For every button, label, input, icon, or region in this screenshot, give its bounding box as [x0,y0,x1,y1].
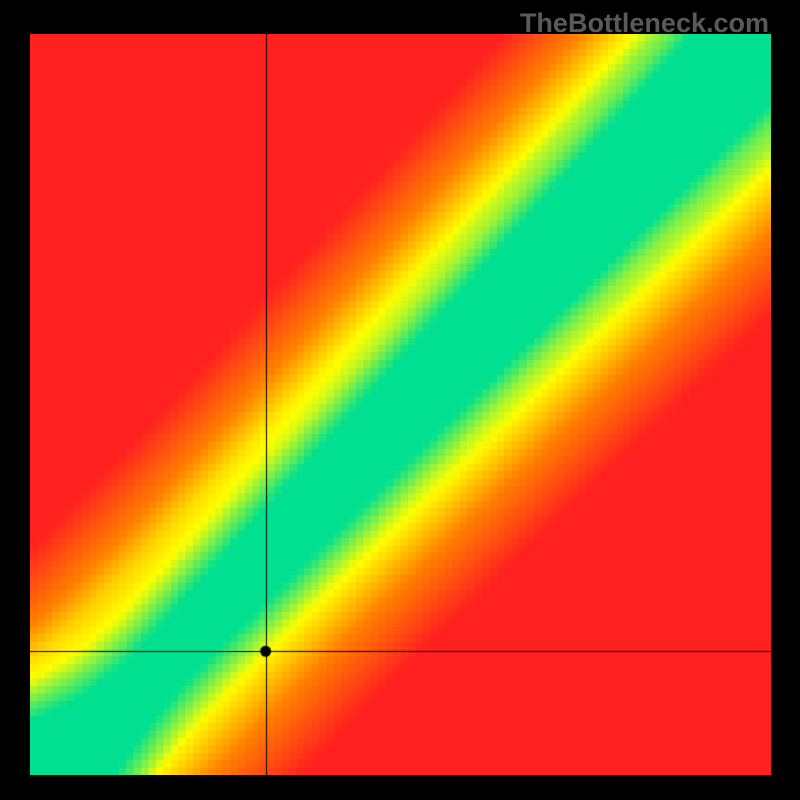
crosshair-overlay [30,34,771,775]
chart-container: { "watermark": { "text": "TheBottleneck.… [0,0,800,800]
watermark-text: TheBottleneck.com [520,8,769,39]
